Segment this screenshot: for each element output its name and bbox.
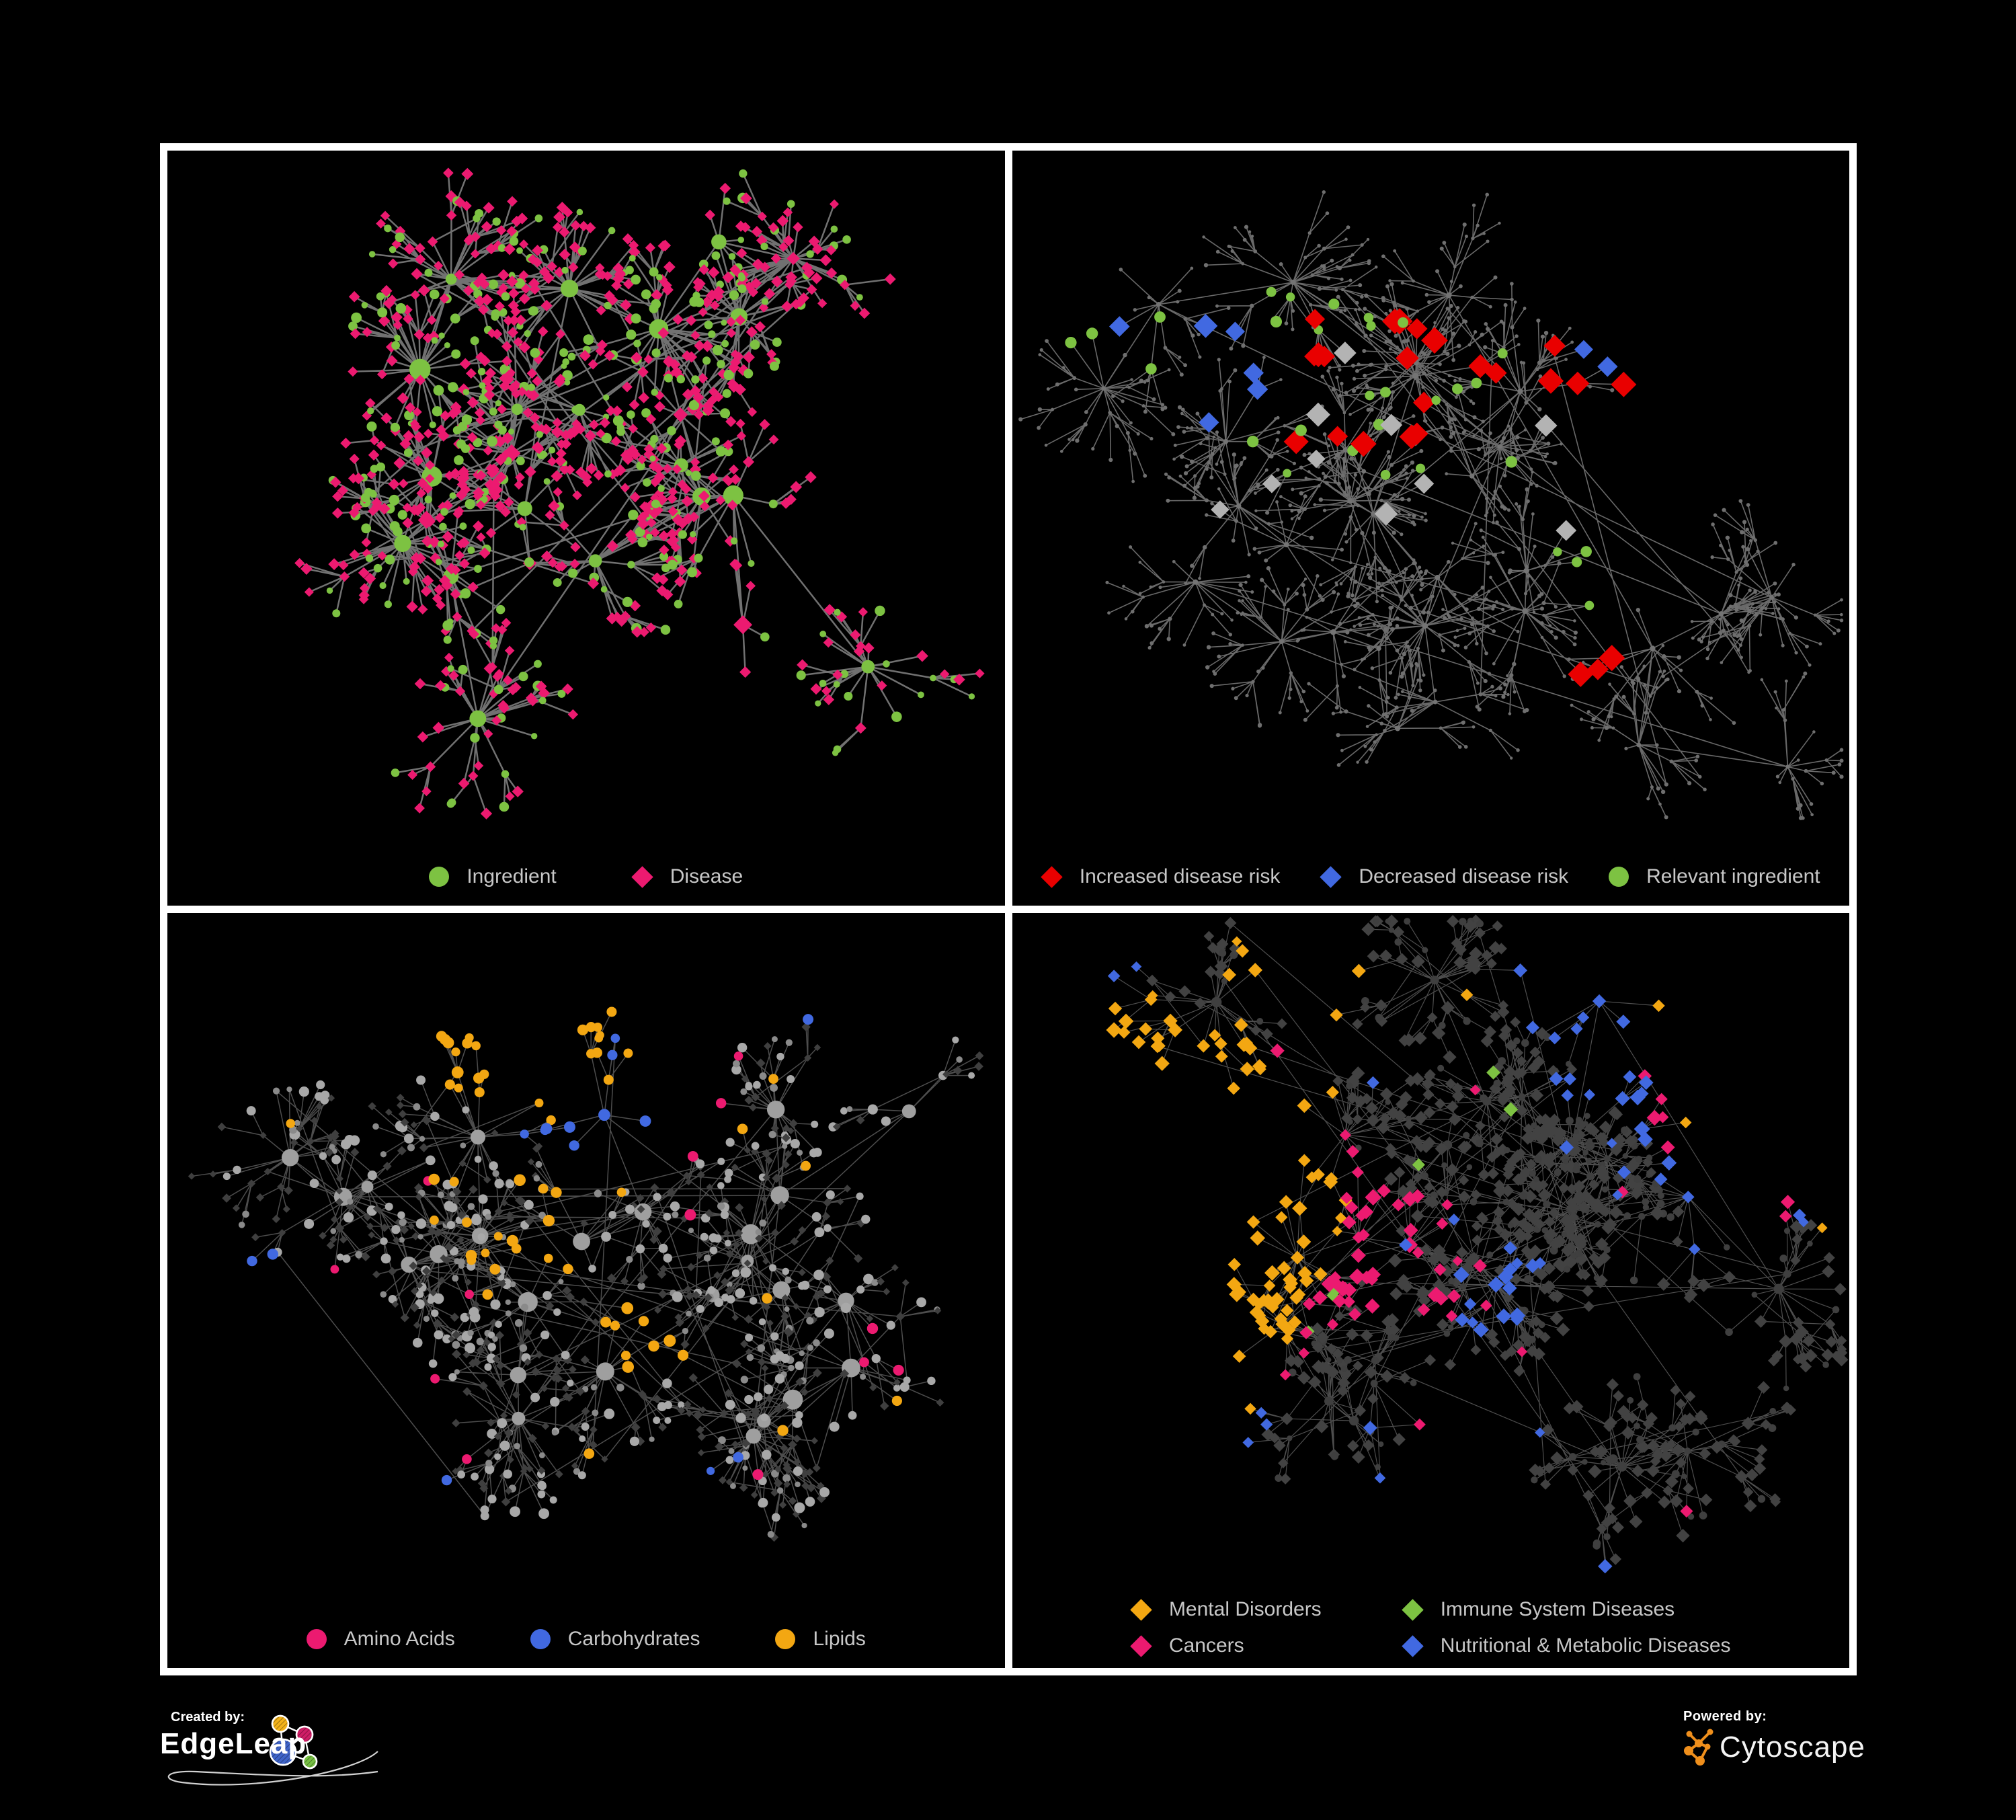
edgeleap-branding: Created by: EdgeLeap: [155, 1703, 397, 1804]
legend-label: Nutritional & Metabolic Diseases: [1440, 1634, 1731, 1657]
legend-item-mental-disorders: Mental Disorders: [1130, 1598, 1322, 1621]
cytoscape-logo-icon: [1684, 1729, 1713, 1766]
disease-diamond-icon: [631, 865, 653, 888]
increased-risk-diamond-icon: [1041, 865, 1063, 888]
legend-item-relevant-ingredient: Relevant ingredient: [1609, 865, 1820, 888]
legend-item-increased-risk: Increased disease risk: [1041, 865, 1280, 888]
mental-disorders-diamond-icon: [1130, 1598, 1152, 1621]
legend-item-cancers: Cancers: [1130, 1634, 1322, 1657]
legend-label: Relevant ingredient: [1646, 865, 1820, 887]
legend-item-decreased-risk: Decreased disease risk: [1320, 865, 1568, 888]
legend-item-nutritional-metabolic-diseases: Nutritional & Metabolic Diseases: [1401, 1634, 1731, 1657]
figure-grid: Ingredient Disease Increased disease ris…: [160, 143, 1857, 1675]
carbohydrates-circle-icon: [530, 1629, 551, 1649]
panel-disease-categories: Mental Disorders Immune System Diseases …: [1012, 913, 1850, 1668]
amino-acids-circle-icon: [306, 1629, 327, 1649]
lipids-circle-icon: [775, 1629, 796, 1649]
relevant-ingredient-circle-icon: [1609, 867, 1629, 887]
cancers-diamond-icon: [1130, 1634, 1152, 1657]
legend-item-ingredient: Ingredient: [429, 865, 557, 888]
legend-label: Carbohydrates: [567, 1628, 700, 1650]
legend-label: Lipids: [813, 1628, 866, 1650]
network-canvas-disease-risk: [1018, 190, 1844, 820]
legend-label: Ingredient: [467, 865, 557, 887]
immune-system-diseases-diamond-icon: [1401, 1598, 1424, 1621]
panel-disease-risk: Increased disease risk Decreased disease…: [1012, 151, 1850, 906]
legend-ingredient-disease: Ingredient Disease: [167, 865, 1005, 888]
nutritional-metabolic-diseases-diamond-icon: [1401, 1634, 1424, 1657]
legend-item-lipids: Lipids: [775, 1628, 866, 1651]
legend-ingredient-classes: Amino Acids Carbohydrates Lipids: [167, 1628, 1005, 1651]
cytoscape-wordmark: Cytoscape: [1720, 1731, 1865, 1764]
legend-label: Increased disease risk: [1079, 865, 1281, 887]
legend-disease-categories: Mental Disorders Immune System Diseases …: [1012, 1598, 1850, 1657]
panel-ingredient-disease: Ingredient Disease: [167, 151, 1005, 906]
panel-ingredient-classes: Amino Acids Carbohydrates Lipids: [167, 913, 1005, 1668]
created-by-label: Created by:: [171, 1710, 245, 1725]
edgeleap-logo-icon: [167, 1714, 378, 1786]
legend-label: Decreased disease risk: [1359, 865, 1569, 887]
legend-item-disease: Disease: [631, 865, 743, 888]
legend-item-amino-acids: Amino Acids: [306, 1628, 455, 1651]
decreased-risk-diamond-icon: [1320, 865, 1342, 888]
legend-label: Mental Disorders: [1168, 1598, 1322, 1620]
legend-item-immune-system-diseases: Immune System Diseases: [1401, 1598, 1731, 1621]
legend-label: Immune System Diseases: [1440, 1598, 1675, 1620]
legend-label: Disease: [670, 865, 743, 887]
legend-label: Cancers: [1168, 1634, 1244, 1657]
cytoscape-branding: Powered by: Cytoscape: [1679, 1709, 1881, 1783]
legend-disease-risk: Increased disease risk Decreased disease…: [1012, 865, 1850, 888]
legend-item-carbohydrates: Carbohydrates: [530, 1628, 700, 1651]
ingredient-circle-icon: [429, 867, 450, 887]
network-canvas-ingredient-disease: [294, 167, 985, 820]
network-canvas-disease-categories: [1105, 914, 1849, 1574]
legend-label: Amino Acids: [344, 1628, 455, 1650]
network-canvas-ingredient-classes: [188, 1006, 984, 1542]
edgeleap-wordmark: EdgeLeap: [160, 1727, 307, 1760]
powered-by-label: Powered by:: [1683, 1709, 1767, 1724]
